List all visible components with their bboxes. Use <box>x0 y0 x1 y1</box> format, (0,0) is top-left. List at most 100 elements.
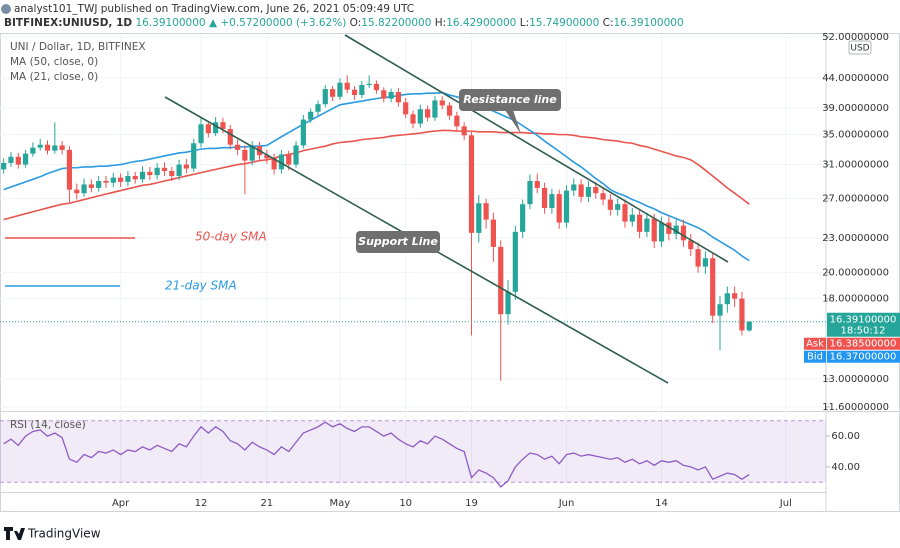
candle-body <box>673 225 679 234</box>
candle-body <box>622 204 628 222</box>
candle-body <box>476 203 482 233</box>
rsi-tick-label: 40.00 <box>831 462 860 473</box>
candle-body <box>637 214 643 232</box>
candle-body <box>242 149 248 161</box>
bid-name: Bid <box>807 352 823 363</box>
candle-body <box>293 145 299 165</box>
x-tick-label: Jun <box>558 498 575 509</box>
candle-body <box>746 321 752 331</box>
candle-body <box>585 187 592 197</box>
bid-box <box>827 350 900 363</box>
candle-body <box>337 82 343 97</box>
candle-body <box>176 164 182 176</box>
candle-body <box>666 222 672 234</box>
candle-body <box>578 184 584 197</box>
candle-body <box>139 171 146 180</box>
chart-title: UNI / Dollar, 1D, BITFINEX <box>10 41 146 53</box>
candle-body <box>264 155 270 159</box>
moving-average <box>3 129 750 221</box>
candle-body <box>593 187 599 194</box>
candle-body <box>81 184 87 194</box>
candle-body <box>417 109 423 124</box>
candle-body <box>147 171 153 176</box>
candle-body <box>717 304 723 316</box>
candle-body <box>724 293 730 305</box>
candle-body <box>366 83 372 86</box>
candle-body <box>74 189 80 194</box>
candle-body <box>432 100 438 118</box>
candle-body <box>359 85 365 96</box>
x-tick-label: 21 <box>260 498 273 509</box>
candle-body <box>505 291 511 315</box>
candle-body <box>629 214 635 222</box>
resistance-pointer <box>505 110 521 134</box>
y-tick-label: 44.00000000 <box>822 73 889 84</box>
support-label: Support Line <box>358 235 438 248</box>
candle-body <box>44 144 51 151</box>
candle-body <box>461 126 467 136</box>
candle-body <box>125 175 131 182</box>
candle-body <box>183 164 189 169</box>
unit-box <box>848 40 872 55</box>
legend-ma21: MA (21, close, 0) <box>10 71 98 83</box>
candle-body <box>191 143 197 169</box>
candle-body <box>329 89 336 97</box>
candle-body <box>271 158 277 170</box>
rsi-tick-label: 60.00 <box>831 431 860 442</box>
candle-body <box>249 146 255 161</box>
x-tick-label: 10 <box>399 498 412 509</box>
candle-body <box>96 181 102 188</box>
ohlc-0-label: O: <box>350 17 362 29</box>
candle-body <box>454 115 460 127</box>
candle-body <box>512 231 518 292</box>
bid-name-box <box>804 350 826 363</box>
candle-body <box>22 153 29 165</box>
footer-brand: TradingView <box>27 527 101 541</box>
candle-body <box>395 92 401 103</box>
countdown-label: 18:50:12 <box>841 326 886 337</box>
candle-body <box>88 184 94 188</box>
ohlc-3-label: C: <box>603 17 614 29</box>
x-tick-label: 19 <box>465 498 478 509</box>
candle-body <box>278 154 285 170</box>
candle-body <box>205 124 211 134</box>
symbol: BITFINEX:UNIUSD, 1D <box>4 17 132 29</box>
resistance-label: Resistance line <box>463 93 557 106</box>
ohlc-2-value: 15.74900000 <box>529 17 599 29</box>
candle-body <box>8 156 14 163</box>
candle-body <box>373 83 380 91</box>
ohlc-1-label: H: <box>435 17 446 29</box>
candle-body <box>600 193 606 200</box>
candle-body <box>446 105 453 116</box>
candle-body <box>702 258 708 267</box>
ohlc-1-value: 16.42900000 <box>446 17 516 29</box>
candle-body <box>571 184 577 191</box>
candle-body <box>344 82 350 90</box>
candle-body <box>286 154 292 165</box>
candle-body <box>732 293 738 299</box>
candle-body <box>607 199 613 210</box>
candle-body <box>483 203 489 220</box>
ask-box <box>827 337 900 350</box>
support-box <box>356 231 440 253</box>
candle-body <box>15 156 21 165</box>
resistance-trendline <box>344 34 729 263</box>
y-tick-label: 13.00000000 <box>822 374 889 385</box>
ask-name: Ask <box>806 339 824 350</box>
last-price-label: 16.39100000 <box>830 315 897 326</box>
x-tick-label: Apr <box>112 498 130 509</box>
candle-body <box>410 114 416 124</box>
candle-body <box>680 225 687 241</box>
candle-body <box>563 190 570 223</box>
candle-body <box>213 122 219 134</box>
candle-body <box>549 194 555 208</box>
legend-ma50: MA (50, close, 0) <box>10 56 98 68</box>
x-tick-label: Jul <box>779 498 792 509</box>
x-tick-label: May <box>330 498 351 509</box>
candle-body <box>498 246 504 315</box>
candle-body <box>52 145 58 151</box>
candle-body <box>110 177 116 183</box>
candle-body <box>198 124 204 144</box>
rsi-line <box>3 421 750 488</box>
